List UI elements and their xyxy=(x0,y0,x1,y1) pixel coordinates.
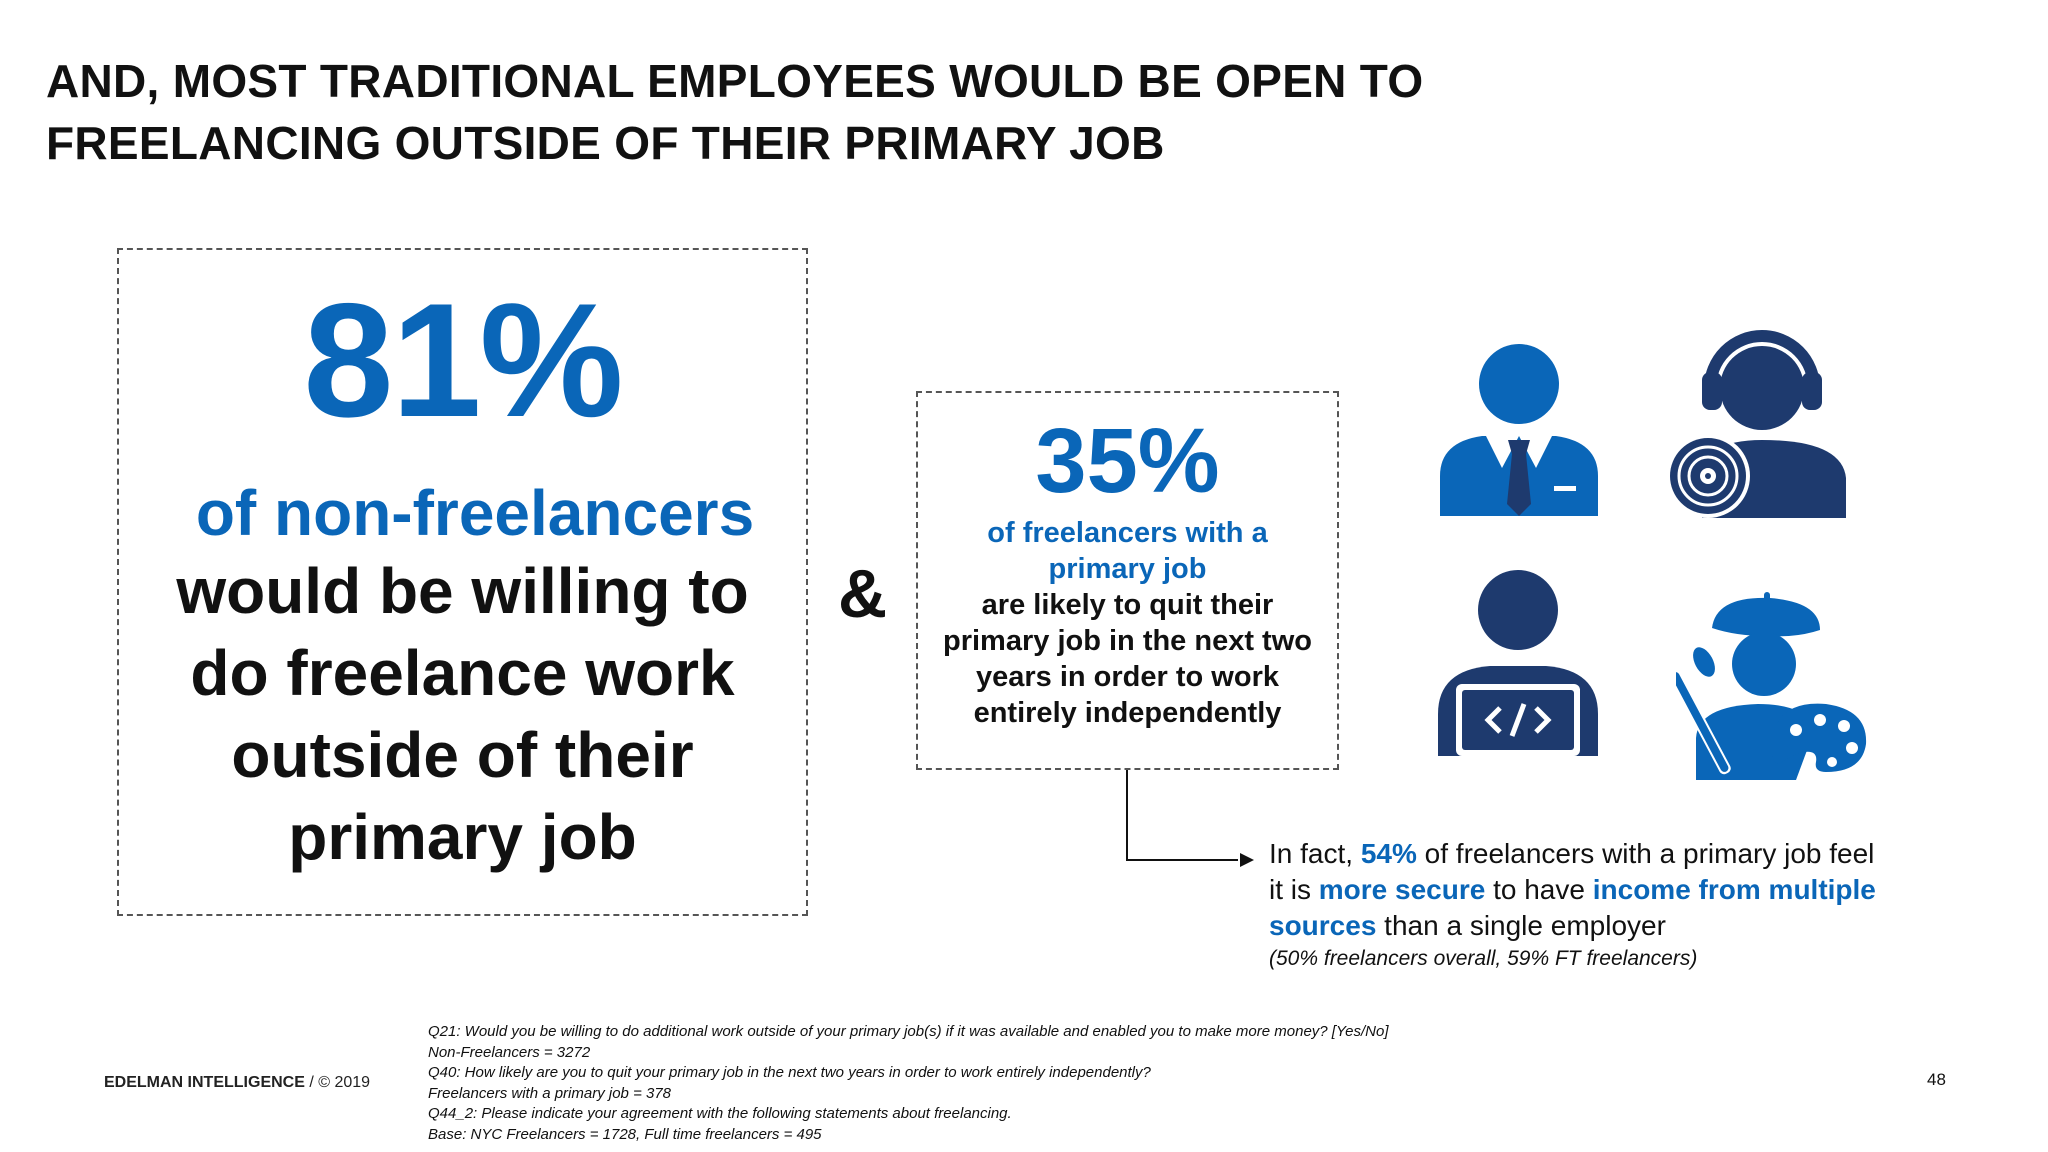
note-line: Q40: How likely are you to quit your pri… xyxy=(428,1064,1151,1081)
stat-35-subject-line: primary job xyxy=(1048,553,1207,585)
fact-highlight-54: 54% xyxy=(1360,838,1417,869)
fact-text: of freelancers with a primary job feel xyxy=(1416,838,1875,869)
note-line: Non-Freelancers = 3272 xyxy=(428,1043,591,1061)
stat-35-subject: of freelancers with a primary job xyxy=(918,515,1337,587)
note-line: Q44_2: Please indicate your agreement wi… xyxy=(428,1105,1012,1122)
stat-81-percent: 81% xyxy=(303,270,623,451)
ampersand: & xyxy=(838,556,888,632)
brand-name: EDELMAN INTELLIGENCE xyxy=(104,1074,305,1091)
stat-35-percent: 35% xyxy=(1035,410,1220,512)
note-line: Base: NYC Freelancers = 1728, Full time … xyxy=(428,1125,822,1143)
stat-81-line: would be willing to xyxy=(176,555,749,627)
developer-laptop-icon xyxy=(1438,570,1598,764)
title-line-2: FREELANCING OUTSIDE OF THEIR PRIMARY JOB xyxy=(46,117,1165,169)
fact-highlight-secure: more secure xyxy=(1318,874,1486,905)
fact-text: In fact, xyxy=(1269,838,1361,869)
note-line: Q21: Would you be willing to do addition… xyxy=(428,1023,1389,1040)
fact-text: it is xyxy=(1269,874,1319,905)
title-line-1: AND, MOST TRADITIONAL EMPLOYEES WOULD BE… xyxy=(46,55,1424,107)
stat-35-description: are likely to quit their primary job in … xyxy=(918,587,1337,731)
fact-paragraph: In fact, 54% of freelancers with a prima… xyxy=(1269,836,1989,974)
stat-35-line: years in order to work xyxy=(976,661,1279,693)
painter-artist-icon xyxy=(1676,592,1867,780)
stat-81-description: would be willing to do freelance work ou… xyxy=(119,550,806,878)
businessman-icon xyxy=(1440,344,1598,516)
stat-81-line: do freelance work xyxy=(190,637,735,709)
copyright: / © 2019 xyxy=(304,1074,371,1091)
stat-35-line: primary job in the next two xyxy=(943,625,1312,657)
slide-title: AND, MOST TRADITIONAL EMPLOYEES WOULD BE… xyxy=(46,50,1746,174)
note-line: Freelancers with a primary job = 378 xyxy=(428,1084,672,1102)
fact-text: to have xyxy=(1485,874,1593,905)
dj-headphones-icon xyxy=(1666,330,1846,518)
stat-81-subject: of non-freelancers xyxy=(195,477,755,549)
stat-81-line: primary job xyxy=(288,801,637,873)
page-number: 48 xyxy=(1927,1070,1946,1089)
stat-35-line: are likely to quit their xyxy=(981,589,1274,621)
stat-35-line: entirely independently xyxy=(973,697,1282,729)
freelancer-stat-box: 35% of freelancers with a primary job ar… xyxy=(916,391,1339,770)
stat-35-subject-line: of freelancers with a xyxy=(987,517,1268,549)
stat-81-line: outside of their xyxy=(231,719,694,791)
footer-brand: EDELMAN INTELLIGENCE / © 2019 xyxy=(104,1074,370,1092)
fact-text: than a single employer xyxy=(1376,910,1666,941)
non-freelancer-stat-box: 81% of non-freelancers would be willing … xyxy=(117,248,808,916)
fact-highlight-income: income from multiple xyxy=(1592,874,1876,905)
fact-note: (50% freelancers overall, 59% FT freelan… xyxy=(1269,947,1698,970)
fact-highlight-sources: sources xyxy=(1269,910,1377,941)
methodology-notes: Q21: Would you be willing to do addition… xyxy=(428,1022,1389,1145)
